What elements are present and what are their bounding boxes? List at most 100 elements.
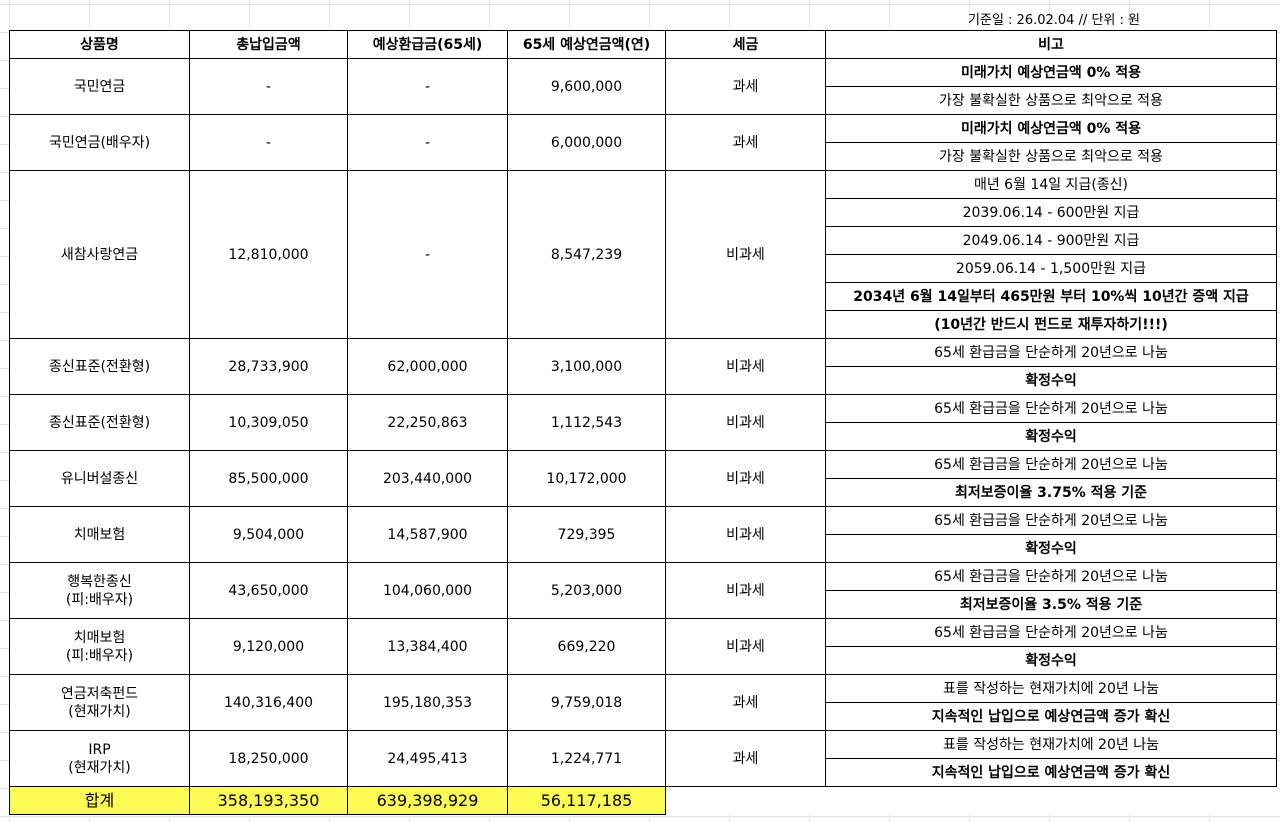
remark-cell[interactable]: 표를 작성하는 현재가치에 20년 나눔 — [825, 730, 1277, 759]
table-row: 종신표준(전환형) 28,733,900 62,000,000 3,100,000 비과… — [9, 338, 1277, 395]
total-paid-cell[interactable]: 9,120,000 — [189, 618, 348, 675]
annual-annuity-cell[interactable]: 1,224,771 — [507, 730, 666, 787]
remark-cell[interactable]: 65세 환급금을 단순하게 20년으로 나눔 — [825, 338, 1277, 367]
annual-annuity-cell[interactable]: 5,203,000 — [507, 562, 666, 619]
table-row: 국민연금 - -9,600,000 과세 미래가치 예상연금액 0% 적용 — [9, 58, 1277, 115]
remark-cell[interactable]: 확정수익 — [825, 366, 1277, 395]
column-header[interactable]: 65세 예상연금액(연) — [507, 30, 666, 59]
tax-cell[interactable]: 비과세 — [665, 562, 826, 619]
remark-cell[interactable]: 65세 환급금을 단순하게 20년으로 나눔 — [825, 562, 1277, 591]
tax-cell[interactable]: 과세 — [665, 730, 826, 787]
refund-at-65-cell[interactable]: - — [347, 58, 508, 115]
remark-cell[interactable]: 65세 환급금을 단순하게 20년으로 나눔 — [825, 618, 1277, 647]
product-name-cell[interactable]: 연금저축펀드 (현재가치) — [9, 674, 190, 731]
total-paid-cell[interactable]: 18,250,000 — [189, 730, 348, 787]
annual-annuity-cell[interactable]: 9,600,000 — [507, 58, 666, 115]
total-paid-cell[interactable]: 85,500,000 — [189, 450, 348, 507]
refund-at-65-cell[interactable]: 62,000,000 — [347, 338, 508, 395]
remark-cell[interactable]: 지속적인 납입으로 예상연금액 증가 확신 — [825, 758, 1277, 787]
empty-cell[interactable] — [665, 786, 826, 815]
product-name-cell[interactable]: 새참사랑연금 — [9, 170, 190, 339]
total-paid-cell[interactable]: 10,309,050 — [189, 394, 348, 451]
annual-annuity-cell[interactable]: 6,000,000 — [507, 114, 666, 171]
column-header[interactable]: 비고 — [825, 30, 1277, 59]
refund-at-65-cell[interactable]: - — [347, 170, 508, 339]
annual-annuity-cell[interactable]: 669,220 — [507, 618, 666, 675]
tax-cell[interactable]: 과세 — [665, 114, 826, 171]
annual-annuity-cell[interactable]: 9,759,018 — [507, 674, 666, 731]
tax-cell[interactable]: 비과세 — [665, 338, 826, 395]
total-paid-cell[interactable]: 12,810,000 — [189, 170, 348, 339]
total-paid-cell[interactable]: 43,650,000 — [189, 562, 348, 619]
remark-cell[interactable]: 2049.06.14 - 900만원 지급 — [825, 226, 1277, 255]
refund-at-65-cell[interactable]: 13,384,400 — [347, 618, 508, 675]
total-paid-cell[interactable]: 9,504,000 — [189, 506, 348, 563]
remark-cell[interactable]: 2039.06.14 - 600만원 지급 — [825, 198, 1277, 227]
tax-cell[interactable]: 비과세 — [665, 394, 826, 451]
remark-cell[interactable]: (10년간 반드시 펀드로 재투자하기!!!) — [825, 310, 1277, 339]
annual-annuity-cell[interactable]: 8,547,239 — [507, 170, 666, 339]
product-name-cell[interactable]: 행복한종신 (피:배우자) — [9, 562, 190, 619]
total-paid-cell[interactable]: 140,316,400 — [189, 674, 348, 731]
remark-cell[interactable]: 표를 작성하는 현재가치에 20년 나눔 — [825, 674, 1277, 703]
column-header[interactable]: 세금 — [665, 30, 826, 59]
total-refund-sum-cell[interactable]: 639,398,929 — [347, 786, 508, 815]
total-paid-cell[interactable]: - — [189, 58, 348, 115]
remark-cell[interactable]: 확정수익 — [825, 422, 1277, 451]
product-name-cell[interactable]: 종신표준(전환형) — [9, 338, 190, 395]
refund-at-65-cell[interactable]: 22,250,863 — [347, 394, 508, 451]
product-name-line: 행복한종신 — [67, 573, 132, 590]
product-name-cell[interactable]: 치매보험 (피:배우자) — [9, 618, 190, 675]
refund-at-65-cell[interactable]: 24,495,413 — [347, 730, 508, 787]
total-paid-sum-cell[interactable]: 358,193,350 — [189, 786, 348, 815]
refund-at-65-cell[interactable]: 14,587,900 — [347, 506, 508, 563]
remark-cell[interactable]: 지속적인 납입으로 예상연금액 증가 확신 — [825, 702, 1277, 731]
remark-cell[interactable]: 미래가치 예상연금액 0% 적용 — [825, 114, 1277, 143]
tax-cell[interactable]: 비과세 — [665, 450, 826, 507]
remark-cell[interactable]: 가장 불확실한 상품으로 최악으로 적용 — [825, 142, 1277, 171]
product-name-cell[interactable]: 치매보험 — [9, 506, 190, 563]
remark-cell[interactable]: 확정수익 — [825, 534, 1277, 563]
tax-cell[interactable]: 비과세 — [665, 170, 826, 339]
table-row: 확정수익 — [10, 646, 1277, 675]
remark-cell[interactable]: 65세 환급금을 단순하게 20년으로 나눔 — [825, 394, 1277, 423]
refund-at-65-cell[interactable]: 195,180,353 — [347, 674, 508, 731]
tax-cell[interactable]: 과세 — [665, 58, 826, 115]
remark-cell[interactable]: 미래가치 예상연금액 0% 적용 — [825, 58, 1277, 87]
annual-annuity-cell[interactable]: 729,395 — [507, 506, 666, 563]
empty-cell[interactable] — [825, 786, 1277, 815]
tax-cell[interactable]: 과세 — [665, 674, 826, 731]
product-name-cell[interactable]: 종신표준(전환형) — [9, 394, 190, 451]
remark-cell[interactable]: 2059.06.14 - 1,500만원 지급 — [825, 254, 1277, 283]
remark-cell[interactable]: 65세 환급금을 단순하게 20년으로 나눔 — [825, 450, 1277, 479]
product-name-cell[interactable]: 국민연금 — [9, 58, 190, 115]
remark-cell[interactable]: 최저보증이율 3.5% 적용 기준 — [825, 590, 1277, 619]
remark-cell[interactable]: 확정수익 — [825, 646, 1277, 675]
column-header[interactable]: 예상환급금(65세) — [347, 30, 508, 59]
total-annuity-sum-cell[interactable]: 56,117,185 — [507, 786, 666, 815]
refund-at-65-cell[interactable]: 104,060,000 — [347, 562, 508, 619]
remark-cell[interactable]: 최저보증이율 3.75% 적용 기준 — [825, 478, 1277, 507]
remark-cell[interactable]: 2034년 6월 14일부터 465만원 부터 10%씩 10년간 증액 지급 — [825, 282, 1277, 311]
total-paid-cell[interactable]: - — [189, 114, 348, 171]
remark-cell[interactable]: 가장 불확실한 상품으로 최악으로 적용 — [825, 86, 1277, 115]
refund-at-65-cell[interactable]: - — [347, 114, 508, 171]
total-paid-cell[interactable]: 28,733,900 — [189, 338, 348, 395]
product-name-cell[interactable]: 국민연금(배우자) — [9, 114, 190, 171]
remark-cell[interactable]: 65세 환급금을 단순하게 20년으로 나눔 — [825, 506, 1277, 535]
table-row: 2034년 6월 14일부터 465만원 부터 10%씩 10년간 증액 지급 — [10, 282, 1277, 311]
product-name-line: 종신표준(전환형) — [48, 358, 151, 375]
total-label-cell[interactable]: 합계 — [9, 786, 190, 815]
product-name-cell[interactable]: 유니버설종신 — [9, 450, 190, 507]
annual-annuity-cell[interactable]: 1,112,543 — [507, 394, 666, 451]
annual-annuity-cell[interactable]: 10,172,000 — [507, 450, 666, 507]
product-name-cell[interactable]: IRP (현재가치) — [9, 730, 190, 787]
column-header[interactable]: 상품명 — [9, 30, 190, 59]
remark-cell[interactable]: 매년 6월 14일 지급(종신) — [825, 170, 1277, 199]
table-row: 치매보험 9,504,000 14,587,900 729,395 비과세 65세 환급금… — [9, 506, 1277, 563]
annual-annuity-cell[interactable]: 3,100,000 — [507, 338, 666, 395]
tax-cell[interactable]: 비과세 — [665, 506, 826, 563]
column-header[interactable]: 총납입금액 — [189, 30, 348, 59]
refund-at-65-cell[interactable]: 203,440,000 — [347, 450, 508, 507]
tax-cell[interactable]: 비과세 — [665, 618, 826, 675]
